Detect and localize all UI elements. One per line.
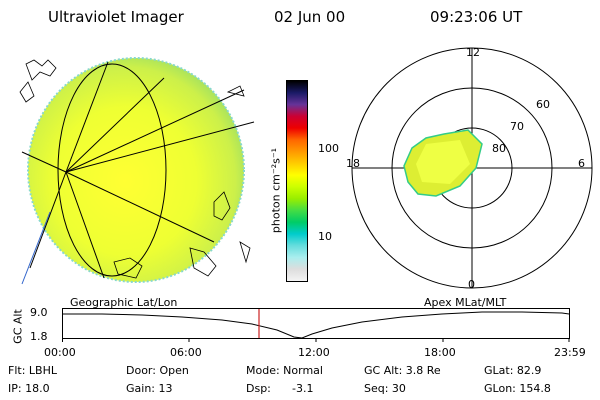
- lat-lon-grid: [21, 61, 255, 279]
- colorbar-tick-10: 10: [318, 230, 332, 243]
- mlt-12-label: 12: [466, 46, 480, 59]
- colorbar: [286, 80, 308, 282]
- mlt-18-label: 18: [346, 157, 360, 170]
- date-label: 02 Jun 00: [274, 8, 346, 26]
- lat-60-label: 60: [536, 98, 550, 111]
- time-tick-1: 06:00: [170, 346, 202, 359]
- earth-disk: [27, 57, 245, 283]
- time-ticks: [62, 338, 570, 342]
- glat-label: GLat: 82.9: [484, 364, 542, 377]
- ip-label: IP: 18.0: [8, 382, 50, 395]
- y-axis-bottom: 1.8: [30, 330, 48, 343]
- auroral-core: [416, 140, 470, 184]
- geographic-image: [19, 57, 255, 285]
- colorbar-tick-100: 100: [318, 142, 339, 155]
- altitude-timeline: [62, 308, 570, 342]
- time-label: 09:23:06 UT: [430, 8, 523, 26]
- dsp-label: Dsp:: [246, 382, 271, 395]
- terminator-line: [21, 211, 51, 285]
- door-label: Door: Open: [126, 364, 189, 377]
- mlt-0-label: 0: [468, 278, 475, 291]
- timeline-right-title: Apex MLat/MLT: [424, 296, 507, 309]
- dsp-value: -3.1: [292, 382, 314, 395]
- time-tick-2: 12:00: [298, 346, 330, 359]
- timeline-left-title: Geographic Lat/Lon: [70, 296, 178, 309]
- filter-label: Flt: LBHL: [8, 364, 57, 377]
- lat-80-label: 80: [492, 142, 506, 155]
- lat-70-label: 70: [510, 120, 524, 133]
- coastlines: [19, 59, 251, 279]
- colorbar-unit-label: photon cm⁻²s⁻¹: [269, 147, 283, 234]
- glon-label: GLon: 154.8: [484, 382, 551, 395]
- time-tick-3: 18:00: [424, 346, 456, 359]
- instrument-title: Ultraviolet Imager: [48, 8, 184, 26]
- mode-label: Mode: Normal: [246, 364, 323, 377]
- polar-plot: [351, 47, 593, 289]
- time-tick-0: 00:00: [44, 346, 76, 359]
- altitude-curve: [62, 311, 570, 339]
- gc-alt-label: GC Alt: 3.8 Re: [364, 364, 441, 377]
- gain-label: Gain: 13: [126, 382, 173, 395]
- y-axis-top: 9.0: [30, 306, 48, 319]
- time-tick-4: 23:59: [554, 346, 586, 359]
- mlt-6-label: 6: [578, 157, 585, 170]
- gc-alt-axis-label: GC Alt: [11, 309, 25, 344]
- seq-label: Seq: 30: [364, 382, 406, 395]
